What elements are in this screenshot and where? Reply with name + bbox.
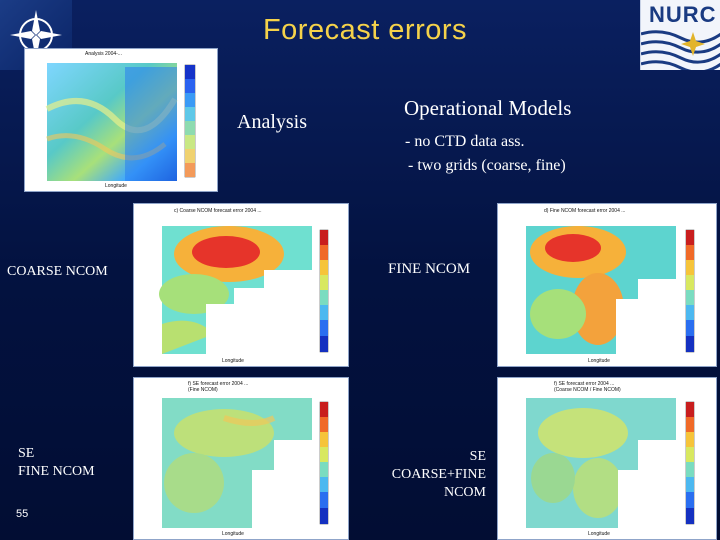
se-coarse-label-line-2: COARSE+FINE [391,467,486,482]
analysis-plot-panel: Analysis 2004-... Longitude [24,48,218,192]
se-coarse-plot-header: f) SE forecast error 2004 ... [554,381,615,387]
fine-ncom-contour-map [526,226,695,354]
se-fine-plot-xlabel: Longitude [222,531,244,537]
fine-ncom-plot-panel: d) Fine NCOM forecast error 2004 ... Lon… [497,203,717,367]
nurc-logo: NURC [640,0,720,70]
se-coarse-fine-ncom-plot-panel: f) SE forecast error 2004 ... (Coarse NC… [497,377,717,540]
se-coarse-plot-xlabel: Longitude [588,531,610,537]
se-coarse-fine-ncom-contour-map [526,398,695,528]
se-coarse-label-line-1: SE [469,449,486,464]
analysis-plot-header: Analysis 2004-... [85,51,122,57]
analysis-plot-xlabel: Longitude [105,183,127,189]
coarse-plot-header: c) Coarse NCOM forecast error 2004 ... [174,208,262,214]
fine-plot-xlabel: Longitude [588,358,610,364]
coarse-ncom-label: COARSE NCOM [7,264,108,279]
se-coarse-plot-subheader: (Coarse NCOM / Fine NCOM) [554,387,621,393]
se-fine-plot-subheader: (Fine NCOM) [188,387,218,393]
fine-plot-header: d) Fine NCOM forecast error 2004 ... [544,208,626,214]
nurc-logo-text: NURC [649,2,717,27]
se-fine-label-line-1: SE [18,446,35,461]
operational-models-bullet-1: - no CTD data ass. [405,133,525,150]
se-coarse-fine-ncom-label: SE COARSE+FINE NCOM [366,448,486,502]
coarse-ncom-contour-map [159,226,329,354]
se-fine-ncom-contour-map [162,398,329,528]
analysis-contour-map [45,63,196,181]
coarse-ncom-plot-panel: c) Coarse NCOM forecast error 2004 ... L… [133,203,349,367]
se-coarse-label-line-3: NCOM [443,485,486,500]
coarse-plot-xlabel: Longitude [222,358,244,364]
operational-models-heading: Operational Models [404,96,572,120]
se-fine-label-line-2: FINE NCOM [18,464,95,479]
slide-title: Forecast errors [262,14,468,46]
se-fine-plot-header: f) SE forecast error 2004 ... [188,381,249,387]
wave-lines-icon [641,30,720,70]
slide-number: 55 [16,508,29,520]
fine-ncom-label: FINE NCOM [388,261,471,277]
se-fine-ncom-plot-panel: f) SE forecast error 2004 ... (Fine NCOM… [133,377,349,540]
se-fine-ncom-label: SE FINE NCOM [18,445,95,481]
analysis-label: Analysis [237,111,307,133]
operational-models-bullet-2: - two grids (coarse, fine) [408,157,566,174]
